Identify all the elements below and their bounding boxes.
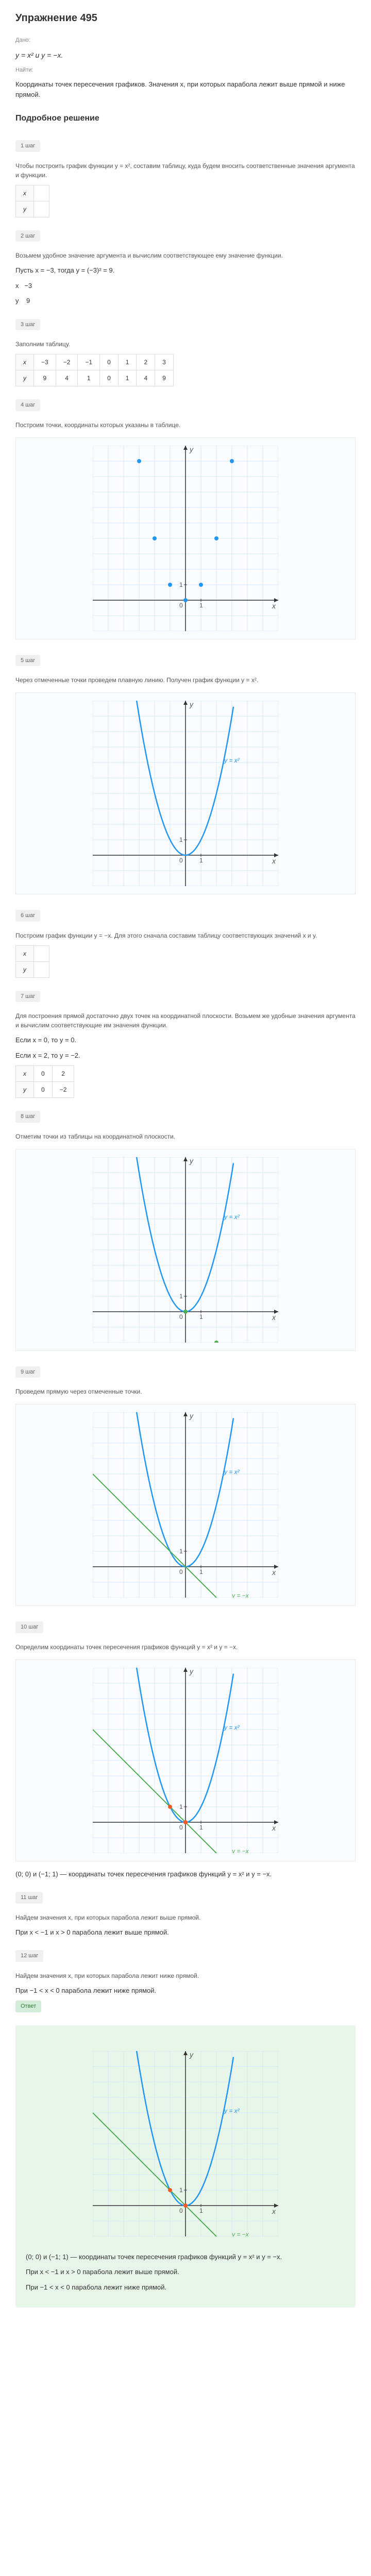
svg-text:y = x²: y = x² xyxy=(224,2107,240,2114)
svg-text:1: 1 xyxy=(179,581,183,588)
svg-text:y = x²: y = x² xyxy=(224,1724,240,1731)
exercise-title: Упражнение 495 xyxy=(15,10,356,26)
svg-text:y = −x: y = −x xyxy=(231,1848,249,1853)
step-text: Определим координаты точек пересечения г… xyxy=(15,1642,356,1652)
solution-title: Подробное решение xyxy=(15,112,356,125)
svg-text:1: 1 xyxy=(199,602,203,609)
step-badge: 8 шаг xyxy=(15,1111,40,1123)
answer-box: x y 0 1 1 y = x² y = −x (0; 0) и (−1; 1) — коо… xyxy=(15,2025,356,2308)
step-badge: 7 шаг xyxy=(15,991,40,1003)
given-label: Дано: xyxy=(15,36,356,45)
svg-text:0: 0 xyxy=(179,857,183,864)
svg-text:y: y xyxy=(189,446,194,453)
step-text: Найдем значения x, при которых парабола … xyxy=(15,1913,356,1922)
chart-parabola: x y 0 1 1 y = x² xyxy=(15,692,356,894)
svg-text:y = −x: y = −x xyxy=(231,1592,249,1598)
svg-text:1: 1 xyxy=(199,2207,203,2214)
svg-text:x: x xyxy=(272,1568,276,1577)
svg-text:x: x xyxy=(272,857,276,865)
svg-text:y = x²: y = x² xyxy=(224,1213,240,1221)
step-badge: 4 шаг xyxy=(15,399,40,411)
result-text: При x < −1 и x > 0 парабола лежит выше п… xyxy=(15,1927,356,1938)
svg-text:y: y xyxy=(189,1157,194,1165)
svg-text:y: y xyxy=(189,1412,194,1420)
result-text: При −1 < x < 0 парабола лежит ниже прямо… xyxy=(15,1986,356,1996)
step-badge: 5 шаг xyxy=(15,655,40,667)
svg-text:0: 0 xyxy=(179,1313,183,1320)
step-badge: 9 шаг xyxy=(15,1366,40,1378)
svg-text:1: 1 xyxy=(199,1824,203,1831)
svg-text:y = −x: y = −x xyxy=(231,2231,249,2236)
step-badge: 10 шаг xyxy=(15,1621,43,1633)
step-badge: 6 шаг xyxy=(15,910,40,922)
step-text: Заполним таблицу. xyxy=(15,340,356,349)
step-text: Найдем значения x, при которых парабола … xyxy=(15,1971,356,1980)
calc-line: Если x = 2, то y = −2. xyxy=(15,1050,356,1061)
step-text: Построим график функции y = −x. Для этог… xyxy=(15,931,356,940)
step-text: Проведем прямую через отмеченные точки. xyxy=(15,1387,356,1396)
svg-text:1: 1 xyxy=(199,1313,203,1320)
table-xy-empty: xy xyxy=(15,185,49,217)
chart-parabola-points: x y 0 1 1 y = x² xyxy=(15,1149,356,1351)
chart-answer: x y 0 1 1 y = x² y = −x xyxy=(26,2043,345,2244)
svg-text:0: 0 xyxy=(179,1824,183,1831)
chart-intersection: x y 0 1 1 y = x² y = −x xyxy=(15,1659,356,1861)
svg-text:0: 0 xyxy=(179,1568,183,1575)
step-badge: 12 шаг xyxy=(15,1950,43,1962)
svg-text:1: 1 xyxy=(179,1548,183,1555)
svg-text:y = x²: y = x² xyxy=(224,757,240,764)
step-badge: 1 шаг xyxy=(15,140,40,152)
svg-text:y = x²: y = x² xyxy=(224,1468,240,1476)
step-text: Через отмеченные точки проведем плавную … xyxy=(15,675,356,685)
svg-text:1: 1 xyxy=(179,2187,183,2194)
calc-line: x −3 xyxy=(15,281,356,291)
svg-text:y: y xyxy=(189,1668,194,1675)
svg-text:1: 1 xyxy=(179,1803,183,1810)
step-text: Для построения прямой достаточно двух то… xyxy=(15,1011,356,1030)
answer-line: (0; 0) и (−1; 1) — координаты точек пере… xyxy=(26,2252,345,2262)
calc-line: y 9 xyxy=(15,296,356,306)
step-badge: 11 шаг xyxy=(15,1892,43,1904)
find-label: Найти: xyxy=(15,66,356,75)
svg-text:y: y xyxy=(189,2051,194,2059)
given-formula: y = x² и y = −x. xyxy=(15,50,356,61)
svg-text:1: 1 xyxy=(179,1293,183,1300)
table-xy2: x02y0−2 xyxy=(15,1065,74,1098)
svg-text:0: 0 xyxy=(179,602,183,609)
svg-text:y: y xyxy=(189,701,194,708)
result-text: (0; 0) и (−1; 1) — координаты точек пере… xyxy=(15,1869,356,1879)
chart-both: x y 0 1 1 y = x² y = −x xyxy=(15,1404,356,1606)
step-text: Возьмем удобное значение аргумента и выч… xyxy=(15,251,356,260)
step-text: Отметим точки из таблицы на координатной… xyxy=(15,1132,356,1141)
svg-text:x: x xyxy=(272,2207,276,2215)
svg-text:0: 0 xyxy=(179,2207,183,2214)
svg-text:1: 1 xyxy=(179,836,183,843)
answer-line: При x < −1 и x > 0 парабола лежит выше п… xyxy=(26,2267,345,2277)
table-xy-empty2: xy xyxy=(15,945,49,978)
step-badge: 2 шаг xyxy=(15,230,40,242)
chart-points: x y 0 1 1 xyxy=(15,437,356,639)
find-text: Координаты точек пересечения графиков. З… xyxy=(15,79,356,99)
svg-text:1: 1 xyxy=(199,1568,203,1575)
svg-text:1: 1 xyxy=(199,857,203,864)
step-badge: 3 шаг xyxy=(15,319,40,331)
calc-line: Если x = 0, то y = 0. xyxy=(15,1035,356,1045)
table-xy-full: x−3−2−10123y9410149 xyxy=(15,354,174,386)
svg-text:x: x xyxy=(272,1313,276,1321)
svg-text:x: x xyxy=(272,602,276,610)
step-text: Чтобы построить график функции y = x², с… xyxy=(15,161,356,180)
svg-text:x: x xyxy=(272,1824,276,1832)
answer-line: При −1 < x < 0 парабола лежит ниже прямо… xyxy=(26,2282,345,2293)
answer-label: Ответ xyxy=(15,2001,41,2012)
calc-line: Пусть x = −3, тогда y = (−3)² = 9. xyxy=(15,265,356,276)
step-text: Построим точки, координаты которых указа… xyxy=(15,420,356,430)
